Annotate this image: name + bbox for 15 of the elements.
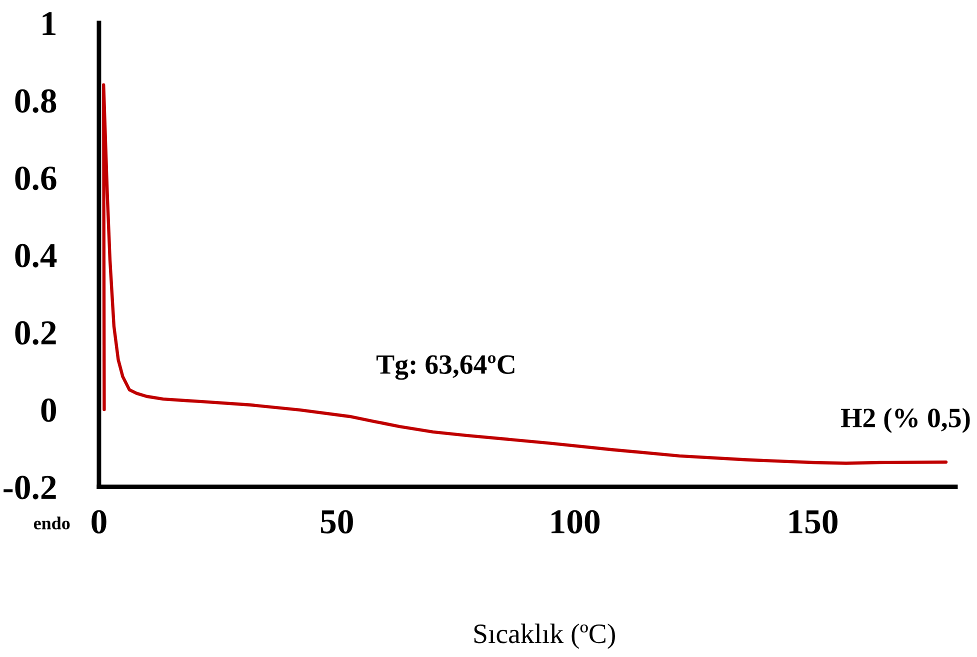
y-tick-label: 1 bbox=[42, 12, 56, 36]
x-axis-title: Sıcaklık (ºC) bbox=[474, 624, 615, 649]
x-tick-label: 100 bbox=[552, 510, 600, 534]
x-tick-label: 0 bbox=[92, 510, 106, 534]
x-tick-label: 150 bbox=[789, 510, 838, 534]
y-tick-label: 0.4 bbox=[15, 244, 57, 268]
text: endo bbox=[34, 516, 70, 530]
x-tick-label: 50 bbox=[320, 510, 353, 534]
y-tick-label: 0.2 bbox=[15, 321, 56, 345]
y-tick-label: 0.8 bbox=[15, 89, 56, 113]
series-label: H2 (% 0,5) bbox=[841, 408, 970, 434]
y-tick-label: -0.2 bbox=[4, 476, 56, 500]
annotation: Tg: 63,64ºC bbox=[376, 355, 514, 380]
y-tick-label: 0.6 bbox=[15, 166, 56, 190]
y-tick-label: 0 bbox=[41, 398, 56, 422]
